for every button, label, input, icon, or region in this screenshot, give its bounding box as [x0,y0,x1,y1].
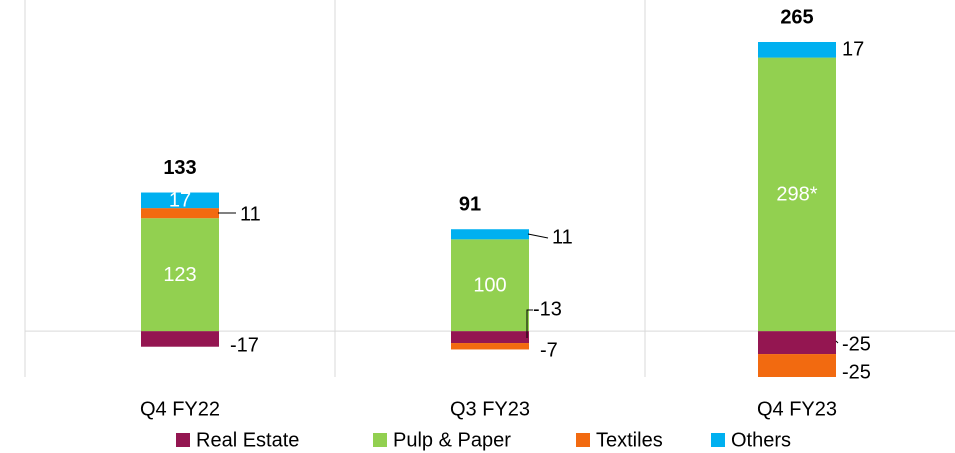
bar-segment [451,331,529,344]
legend-label: Real Estate [196,429,299,451]
bar-segment [141,218,219,332]
leader-line [835,340,839,344]
data-label: 100 [473,275,506,297]
data-label: -25 [842,361,871,383]
total-label: 265 [780,6,813,28]
data-label: -25 [842,333,871,355]
bar-segment [141,331,219,347]
data-label: -13 [533,298,562,320]
bar-segment [451,239,529,332]
bar-segment [451,343,529,350]
legend-label: Others [731,429,791,451]
legend-label: Pulp & Paper [393,429,511,451]
total-label: 133 [163,157,196,179]
x-tick-label: Q3 FY23 [450,398,530,420]
data-label: -17 [230,334,259,356]
data-label: 123 [163,264,196,286]
x-tick-label: Q4 FY22 [140,398,220,420]
total-label: 91 [459,194,481,216]
bar-segment [451,229,529,240]
legend-swatch [176,433,190,447]
data-label: 11 [552,226,573,248]
data-label: 11 [240,203,261,225]
bar-segment [758,354,836,377]
legend-label: Textiles [596,429,663,451]
x-tick-label: Q4 FY23 [757,398,837,420]
data-label: 17 [842,38,864,60]
data-label: 17 [169,190,191,212]
leader-line [526,309,533,338]
legend-swatch [711,433,725,447]
bar-segment [141,192,219,209]
leader-line [527,233,549,239]
legend-swatch [373,433,387,447]
bar-segment [758,42,836,58]
bar-segment [141,208,219,219]
legend-swatch [576,433,590,447]
data-label: 298* [776,184,817,206]
bar-segment [758,57,836,332]
bar-segment [758,331,836,355]
data-label: -7 [540,339,558,361]
